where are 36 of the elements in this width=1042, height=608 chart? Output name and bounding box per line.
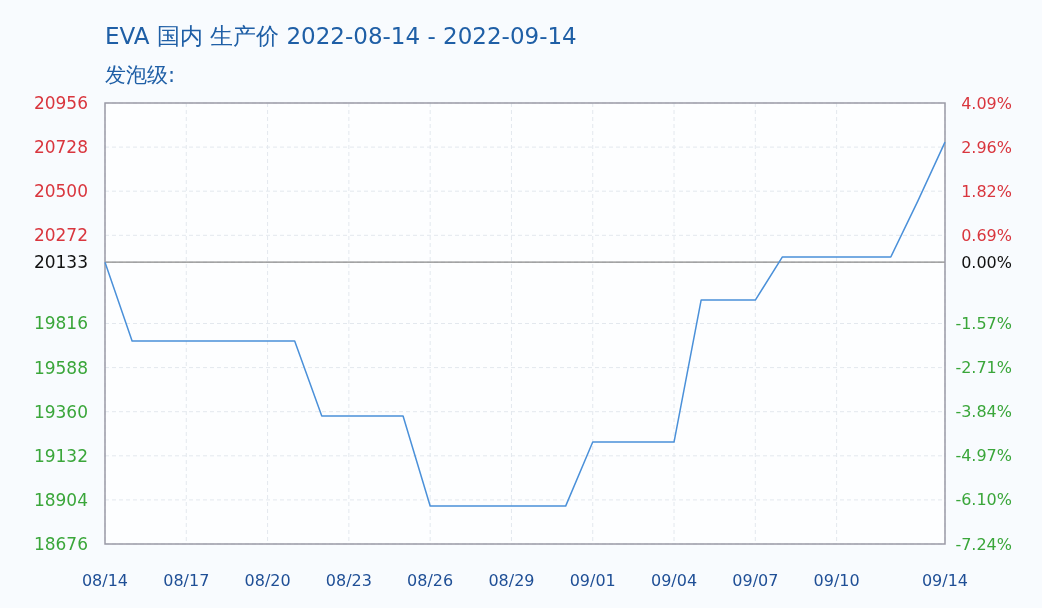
y2-tick-label: -6.10% (955, 490, 1012, 510)
x-tick-label: 08/20 (244, 571, 291, 590)
y2-tick-label: -1.57% (955, 313, 1012, 333)
x-tick-label: 08/29 (488, 571, 535, 590)
y2-tick-label: -7.24% (955, 534, 1012, 554)
y-tick-label: 19360 (33, 401, 88, 422)
x-tick-label: 09/01 (569, 571, 616, 590)
x-tick-label: 09/14 (921, 571, 969, 590)
x-tick-label: 08/23 (325, 571, 372, 590)
x-tick-label: 09/07 (732, 571, 779, 590)
y-tick-label: 19816 (33, 313, 88, 334)
y-tick-label: 20272 (33, 225, 88, 246)
y2-tick-label: 0.69% (961, 225, 1012, 245)
y2-tick-label: 2.96% (961, 137, 1012, 157)
y-tick-label: 19132 (33, 445, 88, 466)
y-tick-label: 19588 (33, 357, 88, 378)
y-tick-label: 20500 (33, 181, 88, 202)
x-tick-label: 09/10 (813, 571, 860, 590)
y2-tick-label: 0.00% (961, 252, 1012, 272)
line-series (104, 141, 946, 507)
x-tick-label: 08/17 (163, 571, 210, 590)
y-tick-label: 18904 (33, 489, 88, 510)
y2-tick-label: 1.82% (961, 181, 1012, 201)
chart-title: EVA 国内 生产价 2022-08-14 - 2022-09-14 (105, 23, 577, 49)
y2-tick-label: -3.84% (955, 402, 1012, 422)
y2-tick-label: -2.71% (955, 358, 1012, 378)
chart-subtitle: 发泡级: (105, 63, 176, 87)
x-tick-label: 08/26 (407, 571, 454, 590)
x-tick-label: 08/14 (81, 571, 129, 590)
y-tick-label: 18676 (33, 533, 88, 554)
y-tick-label: 20956 (33, 92, 88, 113)
x-tick-label: 09/04 (650, 571, 698, 590)
y-tick-label: 20728 (33, 137, 88, 158)
y2-tick-label: 4.09% (961, 93, 1012, 113)
y-tick-label: 20133 (33, 252, 88, 273)
y2-tick-label: -4.97% (955, 446, 1012, 466)
